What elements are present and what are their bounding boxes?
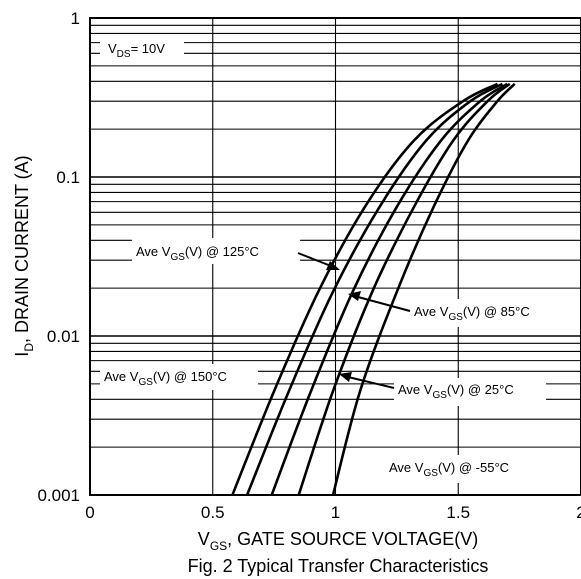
annotation-neg55c-sub: GS: [423, 468, 438, 479]
series-line-1: [245, 82, 504, 496]
annotation-85c-sub: GS: [448, 312, 463, 323]
annotation-25c-arrow-line: [347, 376, 395, 389]
annotation-neg55c-post: (V) @ -55°C: [438, 460, 509, 475]
x-tick-label: 0: [85, 503, 94, 522]
annotation-25c-bg: [394, 378, 546, 406]
x-tick-label: 0.5: [201, 503, 225, 522]
annotation-25c-pre: Ave V: [398, 382, 433, 397]
y-tick-label: 1: [71, 9, 80, 28]
condition-main: V: [108, 41, 117, 56]
x-tick-label: 2: [576, 503, 581, 522]
x-axis-label: VGS, GATE SOURCE VOLTAGE(V): [198, 529, 478, 553]
y-axis-label-sub: D: [22, 343, 36, 352]
y-axis-label: ID, DRAIN CURRENT (A): [12, 155, 36, 356]
annotation-85c-arrowhead: [348, 291, 361, 301]
annotation-neg55c: Ave VGS(V) @ -55°C: [389, 460, 509, 479]
y-axis-label-rest: , DRAIN CURRENT (A): [12, 155, 32, 343]
annotation-125c-bg: [132, 238, 300, 264]
tick-labels: 0 0.5 1 1.5 2 0.001 0.01 0.1 1: [37, 9, 581, 522]
annotation-125c-arrowhead: [326, 261, 340, 270]
series-line-3: [297, 82, 511, 496]
x-axis-label-main: V: [198, 529, 210, 549]
annotation-85c-post: (V) @ 85°C: [463, 304, 530, 319]
annotation-25c-arrowhead: [339, 372, 352, 382]
annotation-150c-sub: GS: [138, 377, 153, 388]
annotation-85c-arrow-line: [357, 296, 411, 312]
condition-sub: DS: [117, 49, 131, 60]
annotation-85c-bg: [408, 299, 560, 327]
annotation-85c-pre: Ave V: [414, 304, 449, 319]
x-tick-label: 1: [331, 503, 340, 522]
annotation-125c-sub: GS: [170, 252, 185, 263]
x-axis-label-rest: , GATE SOURCE VOLTAGE(V): [227, 529, 478, 549]
annotation-neg55c-bg: [384, 455, 544, 483]
annotation-125c-arrow-line: [297, 252, 332, 267]
annotation-neg55c-pre: Ave V: [389, 460, 424, 475]
series-line-2: [270, 82, 509, 496]
series-line-4: [331, 82, 516, 496]
curves: [231, 82, 516, 496]
annotation-125c-post: (V) @ 125°C: [185, 244, 259, 259]
annotation-25c: Ave VGS(V) @ 25°C: [398, 382, 514, 401]
annotation-150c-pre: Ave V: [104, 369, 139, 384]
y-axis-label-main: I: [12, 352, 32, 357]
annotation-125c: Ave VGS(V) @ 125°C: [136, 244, 259, 263]
figure-caption: Fig. 2 Typical Transfer Characteristics: [188, 556, 489, 576]
condition-label: VDS= 10V: [108, 41, 165, 60]
annotation-150c-bg: [100, 364, 258, 390]
annotation-25c-post: (V) @ 25°C: [447, 382, 514, 397]
annotation-150c: Ave VGS(V) @ 150°C: [104, 369, 227, 388]
annotation-85c: Ave VGS(V) @ 85°C: [414, 304, 530, 323]
y-tick-label: 0.1: [56, 168, 80, 187]
x-tick-label: 1.5: [446, 503, 470, 522]
annotation-25c-sub: GS: [432, 390, 447, 401]
y-tick-label: 0.01: [47, 327, 80, 346]
annotation-125c-pre: Ave V: [136, 244, 171, 259]
series-line-0: [231, 82, 499, 496]
condition-rest: = 10V: [131, 41, 166, 56]
y-tick-label: 0.001: [37, 486, 80, 505]
x-axis-label-sub: GS: [210, 539, 227, 553]
plot-frame: [89, 17, 581, 496]
annotation-150c-post: (V) @ 150°C: [153, 369, 227, 384]
condition-label-bg: [100, 35, 184, 61]
